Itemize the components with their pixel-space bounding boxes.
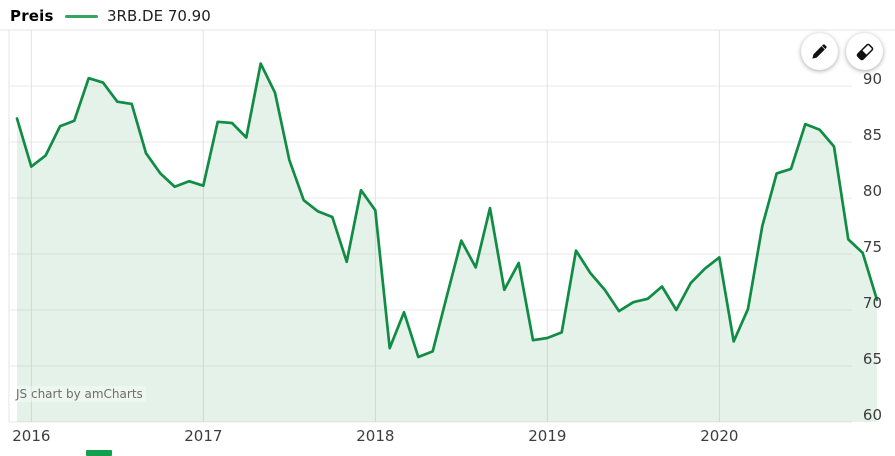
- pencil-icon: [810, 42, 829, 61]
- partial-legend-marker[interactable]: [86, 450, 112, 456]
- price-area-fill: [17, 63, 877, 422]
- legend-line-marker: [65, 14, 98, 18]
- y-axis-label-85: 85: [863, 126, 882, 144]
- y-axis-label-90: 90: [863, 70, 882, 88]
- eraser-icon: [855, 42, 875, 62]
- x-axis-label-2019: 2019: [528, 427, 566, 445]
- x-axis-label-2020: 2020: [700, 427, 738, 445]
- amcharts-watermark[interactable]: JS chart by amCharts: [13, 386, 146, 402]
- x-axis-label-2018: 2018: [356, 427, 394, 445]
- draw-button[interactable]: [801, 33, 838, 70]
- y-axis-label-75: 75: [863, 238, 882, 256]
- chart-title: Preis: [10, 7, 54, 25]
- y-axis-label-60: 60: [863, 406, 882, 424]
- y-axis-label-80: 80: [863, 182, 882, 200]
- x-axis-label-2016: 2016: [12, 427, 50, 445]
- x-axis-label-2017: 2017: [184, 427, 222, 445]
- price-line: [15, 62, 879, 359]
- legend-series-label: 3RB.DE 70.90: [107, 7, 211, 25]
- y-axis-label-70: 70: [863, 294, 882, 312]
- y-axis-label-65: 65: [863, 350, 882, 368]
- erase-button[interactable]: [846, 33, 883, 70]
- legend-item[interactable]: 3RB.DE 70.90: [65, 7, 211, 25]
